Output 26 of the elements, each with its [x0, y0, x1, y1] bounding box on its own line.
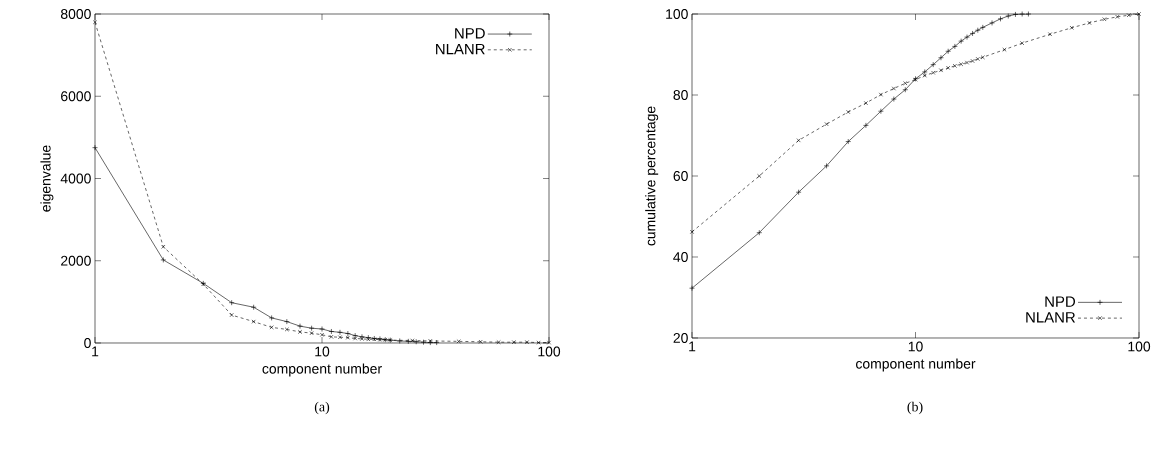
y-tick-label: 4000 [60, 173, 91, 184]
x-tick-label: 10 [908, 341, 923, 352]
y-tick-label: 60 [673, 171, 688, 181]
legend-label: NPD [455, 28, 485, 39]
x-tick-label: 10 [315, 346, 330, 357]
y-axis-title: eigenvalue [40, 145, 54, 212]
text: (a) [314, 401, 330, 415]
y-tick-label: 20 [673, 333, 688, 343]
y-tick-label: 40 [673, 252, 688, 262]
y-tick-label: 2000 [61, 255, 91, 266]
text: (b) [907, 401, 923, 415]
legend-label: NLANR [436, 43, 485, 55]
x-tick-label: 1 [689, 341, 696, 352]
y-tick-label: 80 [673, 90, 688, 100]
x-axis-title: component number [262, 363, 382, 377]
y-axis-title: cumulative percentage [645, 106, 659, 246]
x-tick-label: 100 [538, 346, 561, 357]
y-tick-label: 6000 [61, 91, 91, 102]
legend-label: NLANR [1026, 312, 1076, 323]
x-tick-label: 1 [92, 346, 99, 357]
x-axis-title: component number [856, 358, 976, 372]
y-tick-label: 100 [666, 9, 688, 19]
y-tick-label: 8000 [60, 9, 91, 19]
legend-label: NPD [1045, 296, 1076, 307]
y-tick-label: 0 [84, 338, 91, 348]
x-tick-label: 100 [1128, 341, 1151, 352]
